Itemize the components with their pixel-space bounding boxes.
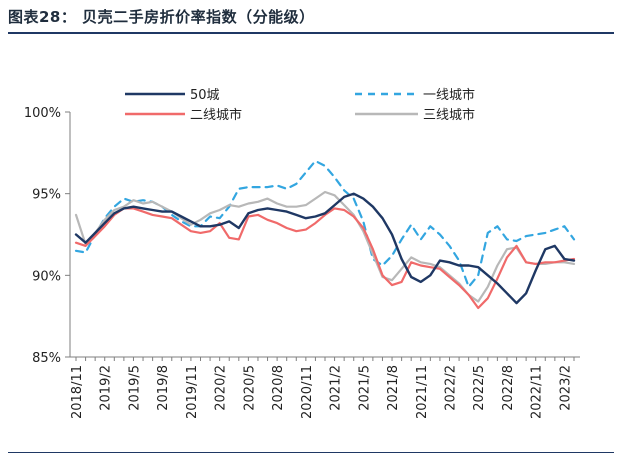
chart-axes: 85% 90% 95% 100% 2018/11 2019/2 2019/5 2019/8 20… (24, 106, 580, 419)
x-tick-label: 2019/5 (127, 365, 142, 411)
series-line-3 (74, 190, 576, 303)
x-tick-label: 2020/2 (214, 365, 229, 411)
legend-label-2: 二线城市 (190, 107, 242, 123)
chart-series (74, 159, 576, 310)
legend-label-0: 50城 (190, 88, 220, 103)
y-tick-label: 85% (32, 351, 61, 366)
x-tick-label: 2022/8 (501, 365, 516, 411)
y-tick-label: 100% (24, 106, 61, 121)
x-tick-label: 2019/11 (185, 365, 200, 419)
figure-title: 图表28： 贝壳二手房折价率指数（分能级） (8, 8, 315, 26)
x-tick-label: 2022/2 (444, 365, 459, 411)
title-rule (8, 32, 614, 34)
x-tick-label: 2021/2 (329, 365, 344, 411)
legend-label-1: 一线城市 (423, 87, 475, 103)
x-tick-label: 2021/5 (357, 365, 372, 411)
x-tick-label: 2022/5 (472, 365, 487, 411)
y-tick-label: 90% (32, 269, 61, 284)
x-tick-label: 2019/8 (156, 365, 171, 411)
x-tick-label: 2023/2 (558, 365, 573, 411)
x-tick-label: 2022/11 (530, 365, 545, 419)
bottom-rule (8, 452, 614, 453)
x-tick-label: 2020/5 (242, 365, 257, 411)
x-tick-label: 2021/8 (386, 365, 401, 411)
legend-label-3: 三线城市 (423, 107, 475, 123)
x-tick-label: 2018/11 (70, 365, 85, 419)
series-line-0 (74, 192, 576, 305)
x-tick-label: 2019/2 (99, 365, 114, 411)
series-line-1 (74, 159, 576, 288)
x-tick-label: 2020/11 (300, 365, 315, 419)
y-tick-label: 95% (32, 188, 61, 203)
x-tick-label: 2020/8 (271, 365, 286, 411)
x-tick-label: 2021/11 (415, 365, 430, 419)
series-line-2 (74, 207, 576, 310)
